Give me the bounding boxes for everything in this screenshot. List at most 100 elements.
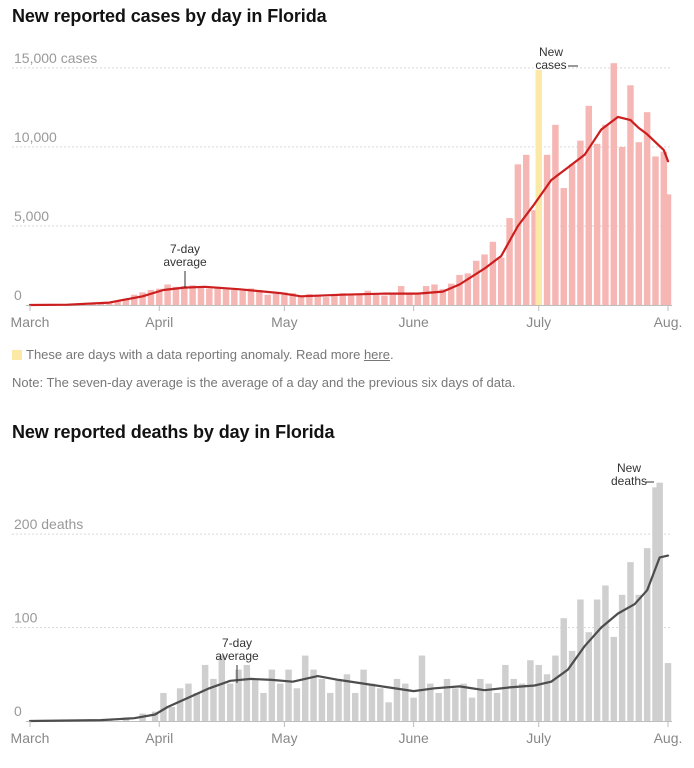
y-tick-label: 15,000 cases xyxy=(14,50,97,66)
y-tick-label: 100 xyxy=(14,610,38,626)
data-bar xyxy=(314,294,321,305)
data-bar xyxy=(660,151,668,305)
data-bar xyxy=(535,664,542,721)
data-bar xyxy=(310,669,317,721)
data-bar xyxy=(402,683,409,721)
data-bar xyxy=(181,286,188,305)
data-bar xyxy=(652,487,659,721)
x-tick-label: July xyxy=(526,730,551,746)
data-bar xyxy=(531,210,538,305)
data-bar xyxy=(439,289,447,305)
data-bar xyxy=(464,273,472,305)
x-tick-label: April xyxy=(145,730,173,746)
read-more-link[interactable]: here xyxy=(363,347,390,362)
data-bar xyxy=(368,683,376,721)
data-bar xyxy=(447,283,455,305)
y-tick-label: 5,000 xyxy=(14,208,49,224)
data-bar xyxy=(610,63,618,306)
y-tick-label: 0 xyxy=(14,287,22,303)
data-bar xyxy=(452,688,459,721)
data-bar xyxy=(168,706,176,721)
data-bar xyxy=(306,293,313,305)
data-bar xyxy=(289,293,296,305)
data-bar xyxy=(468,697,476,721)
data-bar xyxy=(522,154,530,305)
data-bar xyxy=(131,294,138,305)
x-tick-label: May xyxy=(271,730,297,746)
data-bar xyxy=(656,482,663,721)
data-bar xyxy=(352,692,359,721)
data-bar xyxy=(276,683,284,721)
data-bar xyxy=(281,292,288,305)
x-tick-label: June xyxy=(398,314,429,330)
data-bar xyxy=(335,678,342,721)
data-bar xyxy=(151,711,159,721)
data-bar xyxy=(552,124,559,305)
data-bar xyxy=(218,655,226,721)
x-tick-label: May xyxy=(271,314,297,330)
data-bar xyxy=(585,632,593,721)
data-bar xyxy=(89,304,96,305)
data-bar xyxy=(356,294,363,305)
data-bar xyxy=(602,585,609,721)
data-bar xyxy=(285,669,292,721)
data-bar xyxy=(239,290,246,305)
data-bar xyxy=(485,683,492,721)
data-bar xyxy=(297,295,305,305)
data-bar xyxy=(347,294,355,305)
data-bar xyxy=(560,188,567,305)
data-bar xyxy=(372,293,380,305)
data-bar xyxy=(264,294,271,305)
data-bar xyxy=(231,289,238,305)
data-bar xyxy=(293,688,301,721)
data-bar xyxy=(160,692,167,721)
bars-annotation: New deaths xyxy=(611,461,647,488)
data-bar xyxy=(251,678,259,721)
cases-chart-title: New reported cases by day in Florida xyxy=(12,6,327,26)
data-bar xyxy=(514,164,522,305)
data-bar xyxy=(226,683,234,721)
data-bar xyxy=(493,692,501,721)
y-tick-label: 0 xyxy=(14,703,22,719)
data-bar xyxy=(472,260,480,305)
data-bar xyxy=(593,599,601,721)
data-bar xyxy=(206,288,213,305)
data-bar xyxy=(635,142,643,305)
data-bar xyxy=(618,594,626,721)
anomaly-legend-end: . xyxy=(389,347,394,362)
data-bar xyxy=(506,218,513,305)
data-bar xyxy=(518,683,526,721)
data-bar xyxy=(185,683,192,721)
data-bar xyxy=(147,289,155,305)
data-bar xyxy=(164,284,171,305)
data-bar xyxy=(643,548,651,721)
average-annotation: 7-day average xyxy=(215,636,259,663)
data-bar xyxy=(585,105,593,305)
data-bar xyxy=(481,254,488,305)
data-bar xyxy=(664,663,672,721)
anomaly-legend-text: These are days with a data reporting ano… xyxy=(26,347,364,362)
data-bar xyxy=(593,143,601,305)
x-tick-label: Aug. xyxy=(654,314,683,330)
deaths-chart: 200 deaths 100 0 March April May June July Aug. 7… xyxy=(11,461,683,746)
data-bar xyxy=(543,154,551,305)
data-bar xyxy=(301,655,309,721)
data-bar xyxy=(201,664,209,721)
data-bar xyxy=(114,300,121,305)
data-bar xyxy=(381,295,388,305)
data-bar xyxy=(643,112,651,306)
data-bar xyxy=(477,678,484,721)
data-bar xyxy=(460,683,467,721)
data-bar xyxy=(635,594,643,721)
data-bar xyxy=(427,683,434,721)
bars-annotation: New cases xyxy=(535,45,566,72)
data-bar xyxy=(627,562,634,721)
data-bar xyxy=(577,599,584,721)
x-tick-label: July xyxy=(526,314,551,330)
data-bar xyxy=(197,287,205,305)
seven-day-average-line xyxy=(28,115,670,307)
y-tick-label: 200 deaths xyxy=(14,516,83,532)
data-bar xyxy=(497,257,505,305)
anomaly-legend: These are days with a data reporting ano… xyxy=(12,347,394,362)
data-bar xyxy=(397,286,405,305)
